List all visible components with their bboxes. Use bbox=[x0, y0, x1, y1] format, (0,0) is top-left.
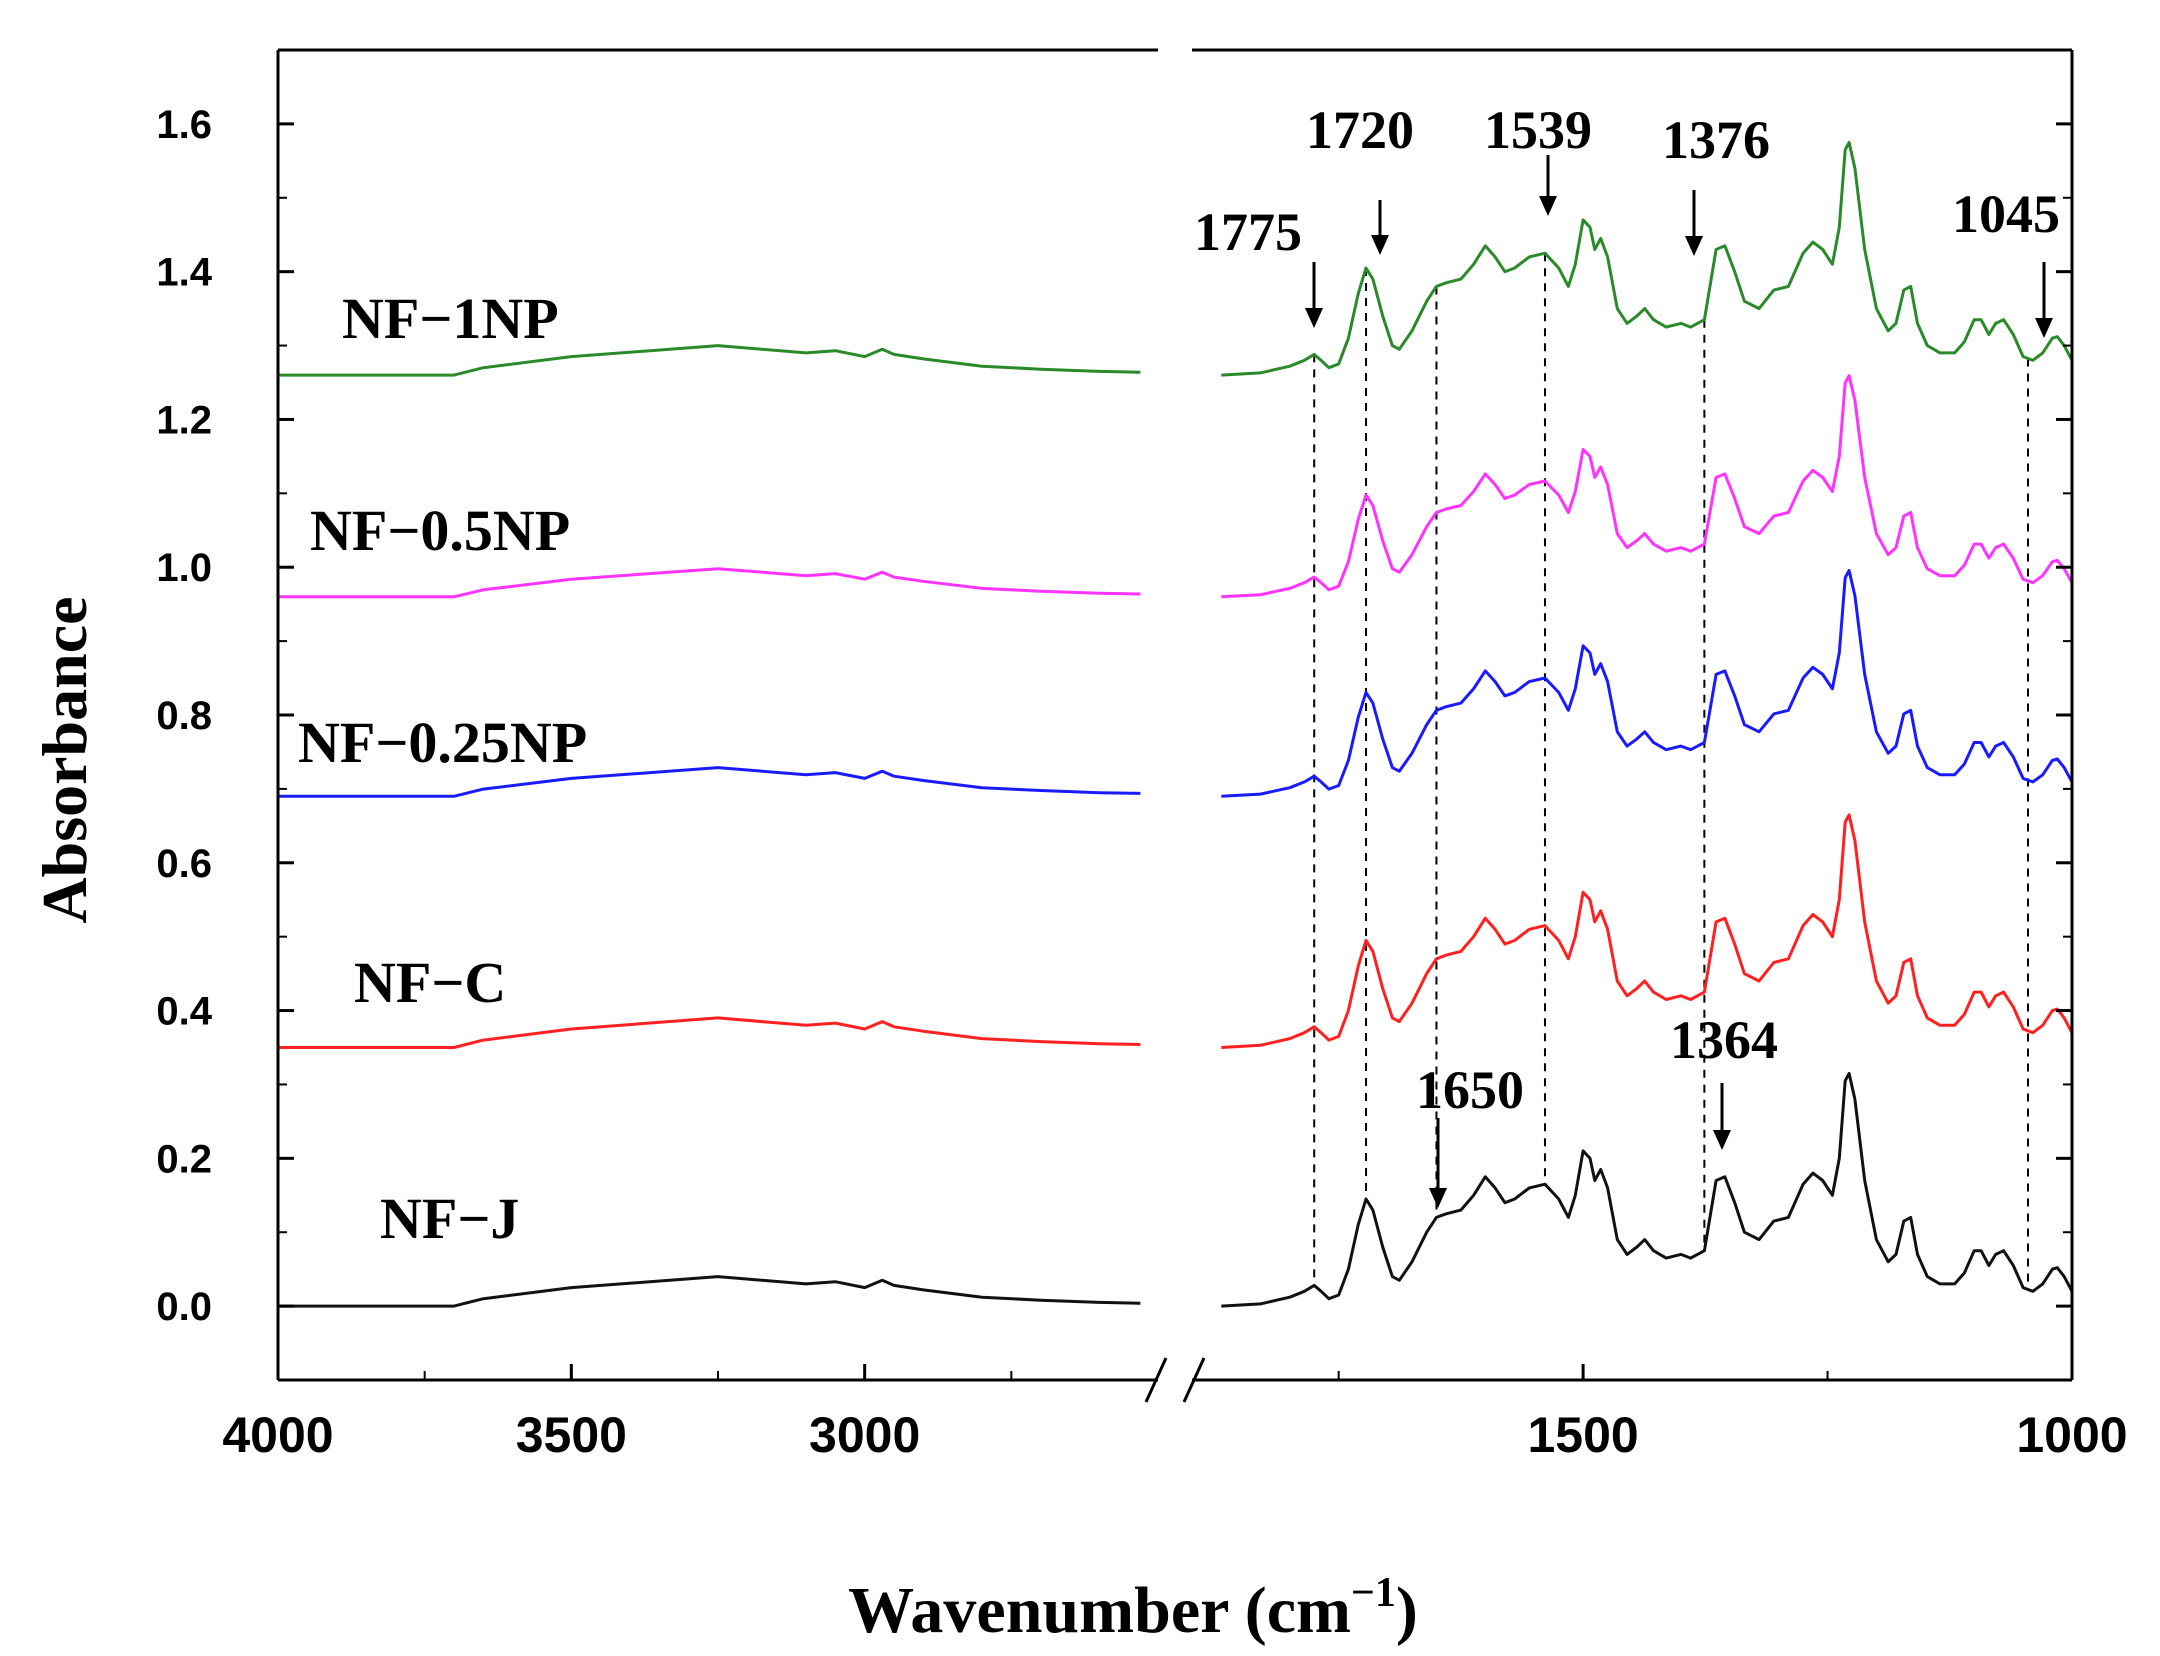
y-tick-label: 0.4 bbox=[156, 990, 212, 1034]
axis-break-mark-1 bbox=[1144, 1357, 1168, 1403]
y-tick-label: 1.4 bbox=[156, 251, 212, 295]
series-label-nf0.5np: NF−0.5NP bbox=[310, 498, 570, 563]
series-line-right-nfj bbox=[1221, 1071, 2074, 1308]
peak-label-1376: 1376 bbox=[1662, 110, 1770, 170]
x-tick-label: 1500 bbox=[1527, 1407, 1638, 1463]
x-ticks: 4000 3500 3000 1500 1000 bbox=[222, 1364, 2128, 1463]
peak-label-1720: 1720 bbox=[1306, 100, 1414, 160]
y-ticks: 0.0 0.2 0.4 0.6 0.8 1.0 1.2 1.4 1.6 bbox=[156, 103, 2072, 1329]
y-axis-title: Absorbance bbox=[29, 596, 100, 923]
peak-label-1650: 1650 bbox=[1416, 1060, 1524, 1120]
peak-label-1364: 1364 bbox=[1670, 1010, 1778, 1070]
peak-arrow-head-1045 bbox=[2035, 318, 2053, 338]
x-axis-title-close: ) bbox=[1396, 1574, 1418, 1647]
peak-arrow-head-1775 bbox=[1305, 308, 1323, 328]
x-tick-label: 1000 bbox=[2016, 1407, 2127, 1463]
series-line-right-nfc bbox=[1221, 813, 2074, 1049]
y-tick-label: 1.2 bbox=[156, 398, 212, 442]
series-line-left-nfc bbox=[278, 1016, 1141, 1049]
y-tick-label: 0.0 bbox=[156, 1285, 212, 1329]
series-lines bbox=[278, 140, 2074, 1308]
series-line-right-nf0.25np bbox=[1221, 569, 2074, 798]
series-line-left-nf1np bbox=[278, 344, 1141, 377]
peak-arrow-head-1376 bbox=[1685, 236, 1703, 256]
axis-break-mark-2 bbox=[1182, 1357, 1206, 1403]
x-tick-label: 4000 bbox=[222, 1407, 333, 1463]
series-label-nf0.25np: NF−0.25NP bbox=[298, 710, 587, 775]
peak-arrow-head-1650 bbox=[1429, 1188, 1447, 1208]
x-tick-label: 3500 bbox=[516, 1407, 627, 1463]
y-tick-label: 0.8 bbox=[156, 694, 212, 738]
x-axis-title: Wavenumber (cm−1) bbox=[848, 1570, 1418, 1647]
series-labels: NF−1NP NF−0.5NP NF−0.25NP NF−C NF−J bbox=[298, 286, 587, 1251]
y-tick-label: 1.6 bbox=[156, 103, 212, 147]
series-line-left-nfj bbox=[278, 1275, 1141, 1308]
series-label-nf1np: NF−1NP bbox=[342, 286, 559, 351]
dashed-guides bbox=[1313, 253, 2029, 1290]
series-line-right-nf1np bbox=[1221, 140, 2074, 377]
peak-label-1539: 1539 bbox=[1484, 100, 1592, 160]
series-line-left-nf0.5np bbox=[278, 567, 1141, 599]
y-tick-label: 1.0 bbox=[156, 546, 212, 590]
peak-arrow-head-1539 bbox=[1539, 196, 1557, 216]
y-tick-label: 0.6 bbox=[156, 842, 212, 886]
series-label-nfj: NF−J bbox=[380, 1186, 519, 1251]
series-line-right-nf0.5np bbox=[1221, 374, 2074, 599]
x-axis-title-main: Wavenumber (cm bbox=[848, 1574, 1351, 1647]
peak-label-1775: 1775 bbox=[1194, 202, 1302, 262]
x-axis-title-sup: −1 bbox=[1351, 1570, 1396, 1616]
x-tick-label: 3000 bbox=[809, 1407, 920, 1463]
peak-label-1045: 1045 bbox=[1952, 184, 2060, 244]
y-tick-label: 0.2 bbox=[156, 1137, 212, 1181]
peak-arrow-head-1720 bbox=[1371, 235, 1389, 255]
series-label-nfc: NF−C bbox=[354, 950, 506, 1015]
series-line-left-nf0.25np bbox=[278, 766, 1141, 798]
peak-arrow-head-1364 bbox=[1713, 1130, 1731, 1150]
